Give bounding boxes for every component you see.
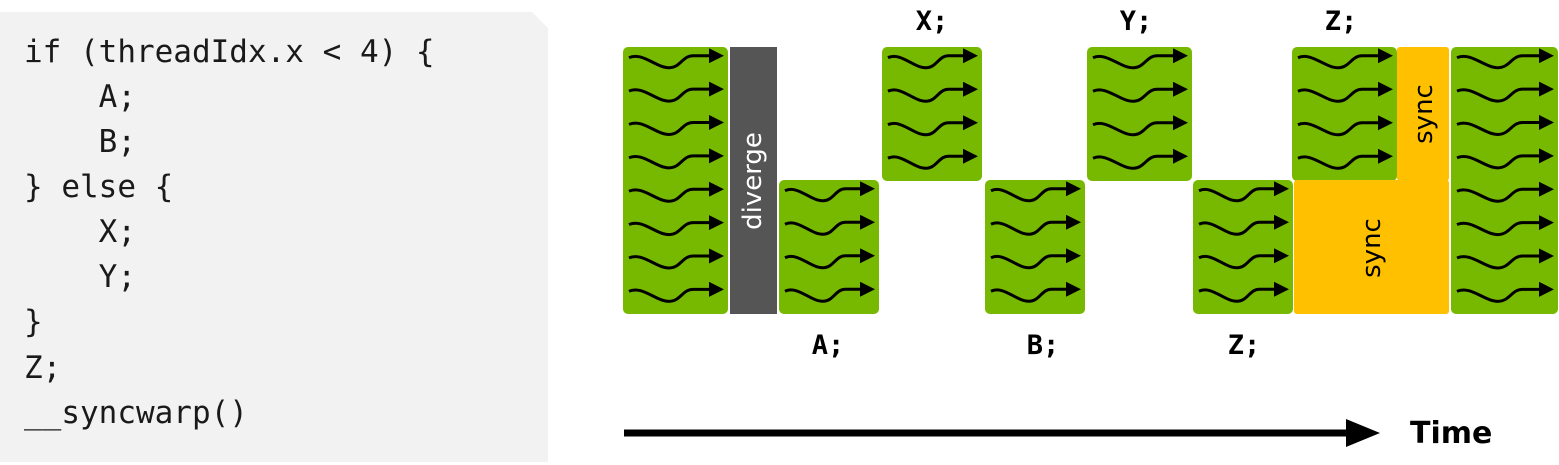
thread-squiggle-arrow-icon (1456, 281, 1554, 303)
thread-squiggle-arrow-icon (1456, 81, 1554, 103)
code-line: Z; (24, 350, 62, 386)
sync-region-large: sync (1294, 180, 1449, 314)
thread-squiggle-arrow-icon (628, 148, 724, 170)
thread-squiggle-arrow-icon (1456, 114, 1554, 136)
thread-squiggle-arrow-icon (990, 181, 1081, 203)
thread-squiggle-arrow-icon (1456, 48, 1554, 70)
sync-label: sync (1357, 218, 1387, 278)
code-panel: if (threadIdx.x < 4) { A; B; } else { X;… (0, 12, 548, 462)
thread-squiggle-arrow-icon (887, 48, 978, 70)
thread-squiggle-arrow-icon (628, 281, 724, 303)
op-label-a: A; (812, 330, 845, 361)
sync-label: sync (1409, 84, 1439, 144)
thread-squiggle-arrow-icon (784, 214, 875, 236)
thread-squiggle-arrow-icon (1198, 281, 1289, 303)
thread-squiggle-arrow-icon (990, 214, 1081, 236)
code-line: Y; (24, 259, 136, 295)
op-label-y: Y; (1120, 6, 1153, 37)
thread-block (882, 47, 982, 181)
thread-blocks (623, 47, 1558, 314)
time-arrow-icon (624, 419, 1380, 447)
thread-squiggle-arrow-icon (628, 114, 724, 136)
thread-squiggle-arrow-icon (1297, 81, 1393, 103)
code-line: } else { (24, 169, 174, 205)
thread-squiggle-arrow-icon (1092, 115, 1188, 137)
code-line: B; (24, 124, 136, 160)
thread-squiggle-arrow-icon (1092, 48, 1188, 70)
thread-squiggle-arrow-icon (628, 48, 724, 70)
op-label-b: B; (1027, 330, 1060, 361)
diverge-bar: diverge (730, 47, 777, 314)
thread-squiggle-arrow-icon (990, 281, 1081, 303)
thread-squiggle-arrow-icon (1297, 115, 1393, 137)
thread-squiggle-arrow-icon (1297, 148, 1393, 170)
thread-squiggle-arrow-icon (1456, 148, 1554, 170)
code-line: __syncwarp() (24, 395, 248, 431)
thread-block (985, 180, 1085, 314)
code-line: A; (24, 79, 136, 115)
thread-squiggle-arrow-icon (1198, 181, 1289, 203)
thread-squiggle-arrow-icon (1092, 81, 1188, 103)
thread-squiggle-arrow-icon (1198, 248, 1289, 270)
thread-squiggle-arrow-icon (784, 181, 875, 203)
thread-squiggle-arrow-icon (784, 248, 875, 270)
op-label-z-bottom: Z; (1228, 330, 1261, 361)
thread-block (779, 180, 879, 314)
thread-squiggle-arrow-icon (628, 181, 724, 203)
thread-squiggle-arrow-icon (990, 248, 1081, 270)
thread-squiggle-arrow-icon (887, 81, 978, 103)
thread-squiggle-arrow-icon (1092, 148, 1188, 170)
thread-squiggle-arrow-icon (887, 115, 978, 137)
thread-squiggle-arrow-icon (1297, 48, 1393, 70)
thread-squiggle-arrow-icon (1456, 248, 1554, 270)
code-line: if (threadIdx.x < 4) { (24, 34, 435, 70)
op-label-x: X; (916, 6, 949, 37)
thread-squiggle-arrow-icon (784, 281, 875, 303)
thread-block (623, 47, 728, 314)
thread-block (1292, 47, 1397, 181)
thread-squiggle-arrow-icon (1198, 214, 1289, 236)
thread-squiggle-arrow-icon (628, 81, 724, 103)
thread-block (1451, 47, 1558, 314)
thread-squiggle-arrow-icon (1456, 181, 1554, 203)
thread-squiggle-arrow-icon (628, 248, 724, 270)
sync-region-small: sync (1397, 47, 1449, 181)
op-label-z-top: Z; (1325, 6, 1358, 37)
code-line: } (24, 304, 43, 340)
thread-squiggle-arrow-icon (887, 148, 978, 170)
code-line: X; (24, 214, 136, 250)
thread-squiggle-arrow-icon (1456, 215, 1554, 237)
time-label: Time (1410, 416, 1492, 451)
thread-block (1087, 47, 1192, 181)
diverge-label: diverge (738, 132, 768, 230)
thread-block (1193, 180, 1293, 314)
thread-squiggle-arrow-icon (628, 215, 724, 237)
